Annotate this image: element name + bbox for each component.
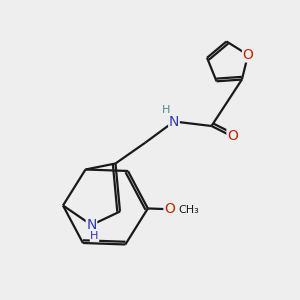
Text: O: O: [243, 48, 254, 62]
Text: O: O: [164, 202, 175, 216]
Text: H: H: [90, 231, 99, 242]
Text: N: N: [86, 218, 97, 232]
Text: O: O: [227, 130, 238, 143]
Text: CH₃: CH₃: [178, 205, 199, 215]
Text: N: N: [169, 115, 179, 128]
Text: H: H: [162, 105, 171, 115]
